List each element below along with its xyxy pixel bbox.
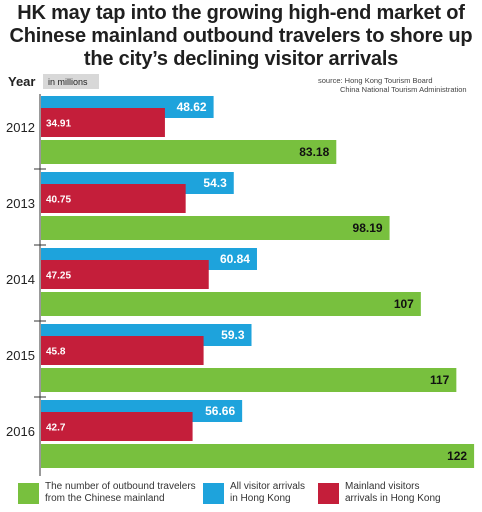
chart-title-line-3: the city’s declining visitor arrivals (83, 48, 399, 70)
data-label-2016-2: 122 (447, 449, 467, 463)
category-label-2014: 2014 (6, 272, 35, 287)
bar-2012-0 (41, 108, 165, 137)
data-label-2014-1: 60.84 (220, 252, 250, 266)
data-label-2012-2: 83.18 (299, 145, 329, 159)
bar-2014-2 (41, 292, 421, 316)
legend-label-mainland: Mainland visitors arrivals in Hong Kong (345, 481, 441, 504)
data-label-2016-1: 56.66 (205, 404, 235, 418)
data-label-2014-0: 47.25 (46, 271, 71, 282)
bar-2012-2 (41, 140, 337, 164)
source-line-2: China National Tourism Administration (340, 85, 467, 94)
data-label-2012-0: 34.91 (46, 119, 71, 130)
category-label-2012: 2012 (6, 120, 35, 135)
chart-title: HK may tap into the growing high-end mar… (0, 2, 482, 71)
chart-title-line-1: HK may tap into the growing high-end mar… (17, 2, 465, 24)
data-label-2013-1: 54.3 (203, 176, 227, 190)
source-note: source: Hong Kong Tourism Board China Na… (318, 76, 467, 94)
data-label-2013-2: 98.19 (353, 221, 383, 235)
data-label-2014-2: 107 (394, 297, 414, 311)
bar-2015-2 (41, 368, 457, 392)
data-label-2013-0: 40.75 (46, 195, 71, 206)
category-label-2015: 2015 (6, 348, 35, 363)
bar-2013-2 (41, 216, 390, 240)
unit-label-box (43, 74, 99, 89)
legend-label-all-visitors: All visitor arrivals in Hong Kong (230, 481, 306, 504)
bar-2015-0 (41, 336, 204, 365)
legend-swatch-all-visitors (203, 483, 224, 504)
data-label-2015-2: 117 (430, 373, 450, 387)
data-label-2012-1: 48.62 (177, 100, 207, 114)
bar-chart: Year in millions 48.62 34.91 83.18 2012 54.3 40… (6, 74, 475, 476)
bar-2016-0 (41, 412, 193, 441)
legend-label-outbound: The number of outbound travelers from th… (45, 481, 196, 504)
category-label-2013: 2013 (6, 196, 35, 211)
unit-label: in millions (48, 77, 88, 87)
legend-swatch-mainland (318, 483, 339, 504)
bar-2014-0 (41, 260, 209, 289)
data-label-2016-0: 42.7 (46, 423, 66, 434)
data-label-2015-0: 45.8 (46, 347, 66, 358)
data-label-2015-1: 59.3 (221, 328, 245, 342)
source-line-1: source: Hong Kong Tourism Board (318, 76, 433, 85)
y-axis-label: Year (8, 74, 35, 89)
bar-2016-2 (41, 444, 475, 468)
category-label-2016: 2016 (6, 424, 35, 439)
bar-2013-0 (41, 184, 186, 213)
legend-swatch-outbound (18, 483, 39, 504)
chart-title-line-2: Chinese mainland outbound travelers to s… (9, 25, 473, 47)
